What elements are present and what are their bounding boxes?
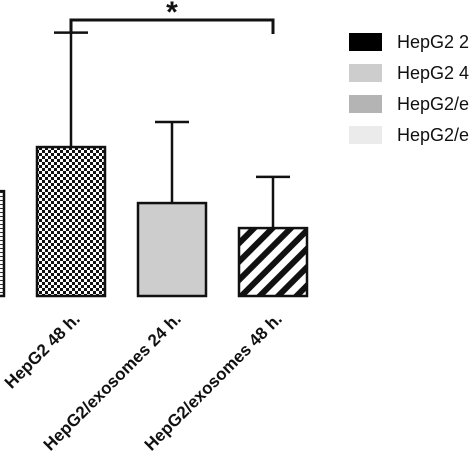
- legend-label: HepG2/e: [397, 125, 469, 145]
- significance-layer: *: [69, 0, 275, 34]
- significance-label: *: [166, 0, 178, 29]
- legend-label: HepG2 2: [397, 32, 469, 52]
- bars-layer: [0, 31, 309, 298]
- legend-swatch: [349, 95, 382, 113]
- legend-swatch: [349, 33, 382, 51]
- legend-label: HepG2 4: [397, 63, 469, 83]
- tick-labels-layer: HepG2 48 h.HepG2/exosomes 24 h.HepG2/exo…: [1, 309, 286, 454]
- legend-swatch: [349, 126, 382, 144]
- legend-swatch: [349, 64, 382, 82]
- bar: [136, 201, 208, 298]
- bar: [237, 226, 309, 298]
- legend-label: HepG2/e: [397, 94, 469, 114]
- legend: HepG2 2 HepG2 4 HepG2/e HepG2/e: [349, 32, 469, 145]
- bar: [0, 189, 6, 298]
- bar: [35, 145, 107, 298]
- significance-bracket: [69, 18, 275, 34]
- x-tick-label: HepG2 48 h.: [1, 309, 84, 392]
